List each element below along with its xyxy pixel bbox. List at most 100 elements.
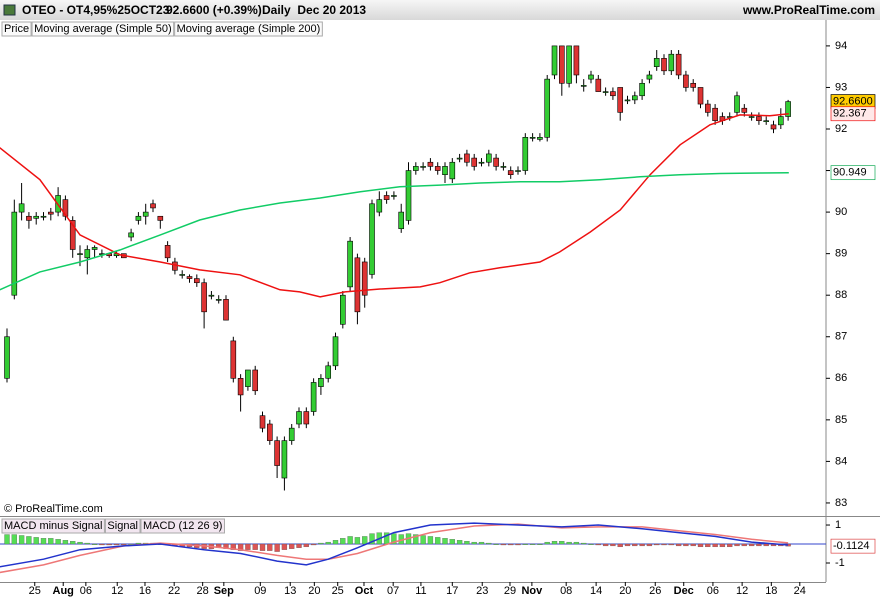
histogram-bar bbox=[756, 543, 762, 547]
y-tick-label: -1 bbox=[835, 557, 845, 569]
candle-body bbox=[361, 261, 368, 296]
candle-body bbox=[172, 261, 178, 271]
price-tag bbox=[830, 106, 876, 122]
histogram-bar bbox=[33, 537, 39, 545]
candle-body bbox=[128, 232, 134, 238]
candle-body bbox=[602, 91, 609, 93]
histogram-bar bbox=[121, 543, 127, 546]
candle-body bbox=[675, 53, 682, 76]
candle-body bbox=[383, 195, 390, 200]
candle-body bbox=[18, 203, 25, 213]
candle-body bbox=[595, 78, 602, 92]
histogram-bar bbox=[727, 543, 733, 548]
histogram-bar bbox=[471, 541, 477, 545]
candle-body bbox=[215, 299, 222, 301]
x-tick-label: 12 bbox=[111, 585, 123, 597]
y-tick-label: 92 bbox=[835, 123, 847, 135]
histogram-bar bbox=[493, 543, 499, 545]
histogram-bar bbox=[62, 540, 69, 545]
legend-label: Price bbox=[4, 23, 29, 35]
x-tick-label: 06 bbox=[707, 585, 719, 597]
histogram-bar bbox=[748, 543, 755, 547]
y-tick-label: 1 bbox=[835, 519, 841, 531]
histogram-bar bbox=[690, 543, 696, 547]
candle-body bbox=[420, 166, 426, 168]
watermark: © ProRealTime.com bbox=[4, 503, 103, 515]
candle-body bbox=[748, 116, 755, 118]
candle-body bbox=[639, 82, 645, 97]
x-tick-label: 16 bbox=[139, 585, 151, 597]
histogram-bar bbox=[303, 543, 309, 548]
legend-label: Signal bbox=[107, 520, 138, 532]
ma-line bbox=[0, 112, 789, 298]
candle-body bbox=[544, 78, 551, 138]
price-tag-label: 92.367 bbox=[833, 108, 867, 120]
histogram-bar bbox=[420, 535, 426, 545]
legend-box bbox=[1, 518, 105, 534]
y-tick-label: 90 bbox=[835, 206, 847, 218]
x-tick-label: Nov bbox=[521, 585, 543, 597]
histogram-bar bbox=[551, 541, 558, 545]
x-tick-label: Sep bbox=[214, 585, 234, 597]
candle-body bbox=[340, 294, 346, 325]
histogram-bar bbox=[106, 543, 112, 546]
x-tick-label: 20 bbox=[308, 585, 320, 597]
histogram-bar bbox=[274, 543, 280, 552]
histogram-bar bbox=[595, 543, 601, 546]
candle-body bbox=[734, 95, 740, 113]
candle-body bbox=[471, 157, 478, 167]
histogram-bar bbox=[310, 543, 317, 546]
price-tag bbox=[830, 538, 876, 554]
x-tick-label: 24 bbox=[794, 585, 806, 597]
candle-body bbox=[179, 274, 186, 276]
histogram-bar bbox=[362, 536, 368, 545]
legend-box bbox=[1, 21, 32, 37]
histogram-bar bbox=[70, 541, 76, 545]
histogram-bar bbox=[55, 539, 61, 545]
histogram-bar bbox=[245, 543, 251, 550]
candle-body bbox=[33, 215, 40, 219]
candle-body bbox=[84, 249, 91, 259]
candle-body bbox=[705, 103, 711, 113]
candle-body bbox=[208, 294, 215, 297]
candle-body bbox=[142, 211, 149, 217]
histogram-bar bbox=[18, 535, 25, 545]
legend-box bbox=[140, 518, 225, 534]
candle-body bbox=[303, 411, 310, 425]
candle-body bbox=[522, 137, 529, 171]
histogram-bar bbox=[566, 541, 572, 545]
candle-body bbox=[186, 276, 193, 279]
candle-body bbox=[529, 137, 536, 139]
histogram-bar bbox=[413, 534, 419, 545]
histogram-bar bbox=[529, 543, 536, 545]
y-tick-label: 89 bbox=[835, 248, 847, 260]
candle-body bbox=[194, 278, 200, 284]
x-tick-label: Aug bbox=[53, 585, 74, 597]
y-tick-label: 83 bbox=[835, 497, 847, 509]
macd-line bbox=[0, 522, 789, 568]
histogram-bar bbox=[427, 536, 434, 545]
candle-body bbox=[405, 170, 412, 221]
candle-body bbox=[537, 137, 543, 140]
x-tick-label: 12 bbox=[736, 585, 748, 597]
legend-box bbox=[31, 21, 175, 37]
candle-body bbox=[69, 220, 76, 250]
candle-body bbox=[48, 211, 54, 215]
histogram-bar bbox=[347, 536, 353, 545]
candle-body bbox=[288, 427, 295, 441]
histogram-bar bbox=[500, 543, 507, 546]
histogram-bar bbox=[281, 543, 288, 550]
candle-body bbox=[267, 423, 273, 441]
x-tick-label: 20 bbox=[619, 585, 631, 597]
histogram-bar bbox=[369, 533, 375, 545]
histogram-bar bbox=[675, 543, 682, 547]
candle-body bbox=[756, 116, 762, 121]
histogram-bar bbox=[632, 543, 638, 547]
legend-label: Moving average (Simple 200) bbox=[177, 23, 321, 35]
candle-body bbox=[770, 124, 777, 130]
x-tick-label: 25 bbox=[29, 585, 41, 597]
legend-label: MACD (12 26 9) bbox=[143, 520, 222, 532]
histogram-bar bbox=[617, 543, 623, 548]
candle-body bbox=[398, 211, 405, 230]
candle-body bbox=[135, 215, 142, 221]
